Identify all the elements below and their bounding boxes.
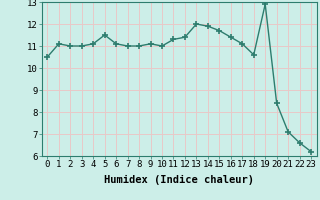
X-axis label: Humidex (Indice chaleur): Humidex (Indice chaleur) [104,175,254,185]
